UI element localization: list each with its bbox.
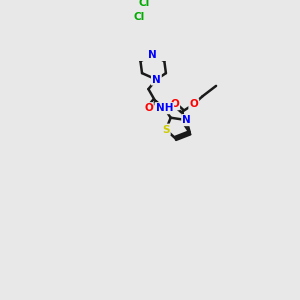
Text: N: N <box>152 74 161 85</box>
Text: O: O <box>189 99 198 109</box>
Text: O: O <box>144 103 153 113</box>
Text: S: S <box>162 125 170 135</box>
Text: Cl: Cl <box>139 0 150 8</box>
Text: O: O <box>170 99 179 109</box>
Text: N: N <box>148 50 157 60</box>
Text: Cl: Cl <box>133 12 145 22</box>
Text: N: N <box>182 115 191 125</box>
Text: NH: NH <box>156 103 173 113</box>
